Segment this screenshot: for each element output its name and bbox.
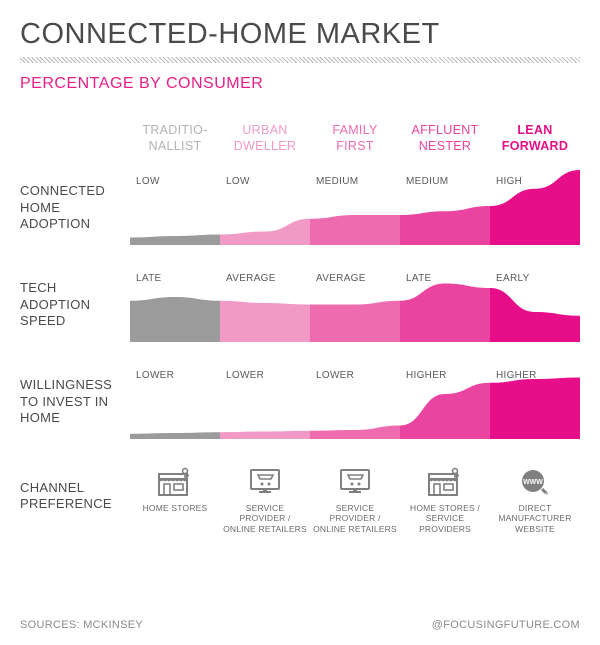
channel-cell-4: WWW DIRECT MANUFACTURER WEBSITE xyxy=(490,461,580,534)
segment-header-line1: URBAN xyxy=(242,123,287,137)
channel-label: HOME STORES / SERVICE PROVIDERS xyxy=(402,503,488,534)
segment-value-label: LOWER xyxy=(130,370,220,381)
page-title: CONNECTED-HOME MARKET xyxy=(20,18,580,51)
segment-value-label: LOWER xyxy=(310,370,400,381)
area-chart-2: LOWERLOWERLOWERHIGHERHIGHER xyxy=(130,364,580,439)
channel-cell-0: HOME STORES xyxy=(130,461,220,534)
segment-header-4: LEAN FORWARD xyxy=(490,123,580,170)
row-header-2: WILLINGNESS TO INVEST IN HOME xyxy=(20,364,130,439)
channel-label: HOME STORES xyxy=(132,503,218,513)
segment-header-line1: AFFLUENT xyxy=(412,123,479,137)
segment-header-line2: FORWARD xyxy=(502,139,568,153)
footer-credit: @FOCUSINGFUTURE.COM xyxy=(432,619,580,631)
channel-label: SERVICE PROVIDER / ONLINE RETAILERS xyxy=(312,503,398,534)
segment-value-label: AVERAGE xyxy=(310,273,400,284)
segment-value-label: LOWER xyxy=(220,370,310,381)
channel-cell-2: SERVICE PROVIDER / ONLINE RETAILERS xyxy=(310,461,400,534)
segment-header-line1: TRADITIO- xyxy=(142,123,207,137)
channel-label: DIRECT MANUFACTURER WEBSITE xyxy=(492,503,578,534)
segment-header-line2: NESTER xyxy=(419,139,472,153)
segment-header-line2: NALLIST xyxy=(149,139,202,153)
channel-cell-3: HOME STORES / SERVICE PROVIDERS xyxy=(400,461,490,534)
channel-cell-1: SERVICE PROVIDER / ONLINE RETAILERS xyxy=(220,461,310,534)
segment-value-label: LOW xyxy=(130,176,220,187)
segment-header-line2: FIRST xyxy=(336,139,374,153)
store-icon xyxy=(402,465,488,499)
segment-value-label: MEDIUM xyxy=(400,176,490,187)
segment-header-0: TRADITIO- NALLIST xyxy=(130,123,220,170)
segment-value-label: LATE xyxy=(130,273,220,284)
segment-header-line1: FAMILY xyxy=(332,123,377,137)
area-chart-0: LOWLOWMEDIUMMEDIUMHIGH xyxy=(130,170,580,245)
segment-value-label: HIGH xyxy=(490,176,580,187)
segment-header-3: AFFLUENT NESTER xyxy=(400,123,490,170)
segment-value-label: AVERAGE xyxy=(220,273,310,284)
subtitle: PERCENTAGE BY CONSUMER xyxy=(20,75,580,93)
segment-value-label: LOW xyxy=(220,176,310,187)
segment-header-line2: DWELLER xyxy=(234,139,297,153)
segment-header-1: URBAN DWELLER xyxy=(220,123,310,170)
footer: SOURCES: MCKINSEY @FOCUSINGFUTURE.COM xyxy=(20,619,580,631)
row-header-channel: CHANNEL PREFERENCE xyxy=(20,461,130,531)
svg-text:WWW: WWW xyxy=(523,479,543,486)
segment-value-label: LATE xyxy=(400,273,490,284)
infographic-grid: TRADITIO- NALLIST URBAN DWELLER FAMILY FIRS… xyxy=(20,123,580,534)
store-icon xyxy=(132,465,218,499)
monitor-icon xyxy=(312,465,398,499)
segment-value-label: HIGHER xyxy=(490,370,580,381)
row-header-1: TECH ADOPTION SPEED xyxy=(20,267,130,342)
segment-value-label: EARLY xyxy=(490,273,580,284)
segment-header-line1: LEAN xyxy=(517,123,552,137)
divider xyxy=(20,57,580,63)
segment-value-label: MEDIUM xyxy=(310,176,400,187)
footer-source: SOURCES: MCKINSEY xyxy=(20,619,143,631)
monitor-icon xyxy=(222,465,308,499)
area-chart-1: LATEAVERAGEAVERAGELATEEARLY xyxy=(130,267,580,342)
channel-label: SERVICE PROVIDER / ONLINE RETAILERS xyxy=(222,503,308,534)
segment-value-label: HIGHER xyxy=(400,370,490,381)
row-header-0: CONNECTED HOME ADOPTION xyxy=(20,170,130,245)
segment-header-2: FAMILY FIRST xyxy=(310,123,400,170)
www-icon: WWW xyxy=(492,465,578,499)
